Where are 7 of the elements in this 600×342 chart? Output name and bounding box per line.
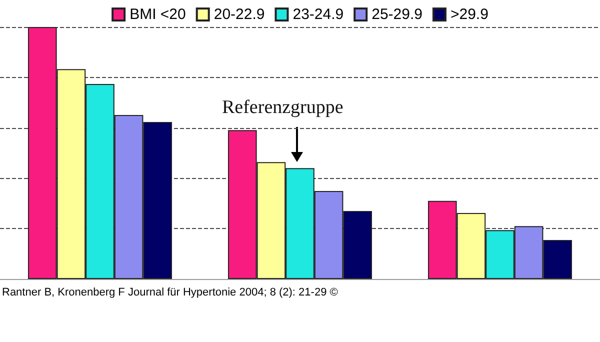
legend-label: 25-29.9 (372, 6, 422, 23)
legend-label: BMI <20 (130, 6, 186, 23)
text: Rantner B, Kronenberg F Journal für Hypertonie 2004; 8 (2): 21-29 © (2, 286, 338, 298)
legend-label: >29.9 (450, 6, 488, 23)
legend-label: 23-24.9 (292, 6, 344, 23)
annotation: Referenzgruppe (222, 97, 344, 118)
legend-label: 20-22.9 (214, 6, 265, 23)
